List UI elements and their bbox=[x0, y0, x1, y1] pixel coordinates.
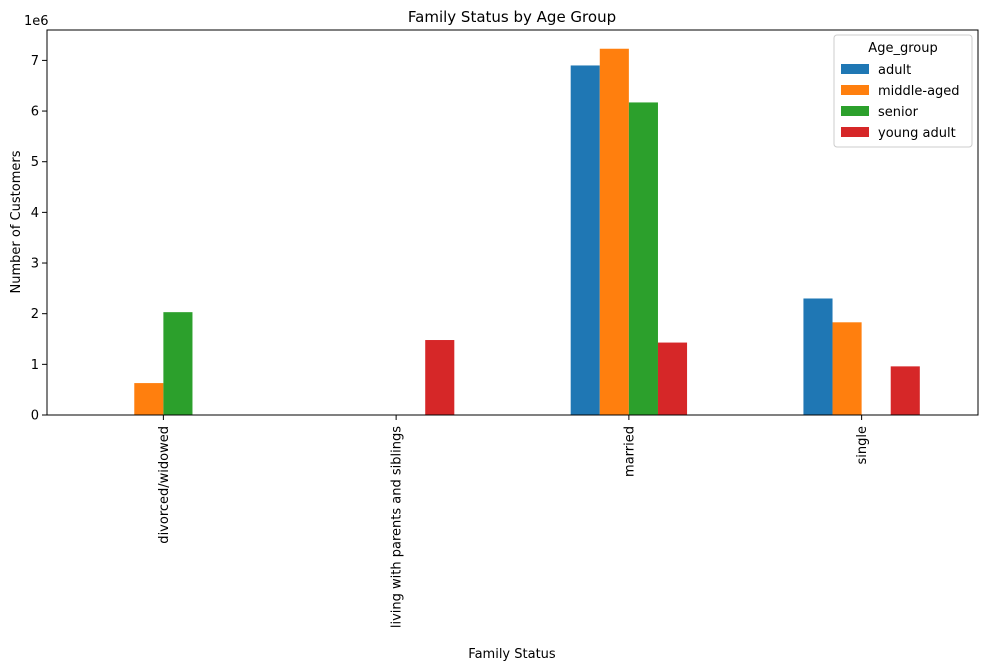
y-tick-label: 5 bbox=[31, 155, 39, 170]
legend-entry: young adult bbox=[878, 126, 956, 141]
plot-frame bbox=[46, 29, 979, 416]
bar-middle-aged-0 bbox=[134, 383, 164, 415]
y-tick-label: 0 bbox=[31, 409, 39, 424]
bars-layer bbox=[134, 48, 920, 416]
y-tick-label: 1 bbox=[31, 358, 39, 373]
legend-swatch bbox=[841, 106, 869, 116]
bar-young-adult-3 bbox=[890, 366, 920, 415]
bar-middle-aged-3 bbox=[832, 322, 862, 415]
y-tick-label: 2 bbox=[31, 307, 39, 322]
legend-swatch bbox=[841, 64, 869, 74]
legend-entry: middle-aged bbox=[878, 84, 960, 99]
y-tick-label: 3 bbox=[31, 257, 39, 272]
legend-box bbox=[833, 34, 973, 148]
bar-adult-3 bbox=[803, 298, 833, 415]
bar-senior-0 bbox=[163, 312, 193, 415]
legend-swatch bbox=[841, 127, 869, 137]
x-tick-label: single bbox=[855, 426, 870, 465]
bar-adult-2 bbox=[570, 65, 600, 416]
legend-entry: senior bbox=[878, 105, 919, 120]
x-axis: divorced/widowed living with parents and … bbox=[157, 415, 870, 628]
y-offset-label: 1e6 bbox=[24, 14, 49, 29]
x-tick-label: married bbox=[622, 426, 637, 477]
legend-entry: adult bbox=[878, 63, 911, 78]
chart-title: Family Status by Age Group bbox=[408, 8, 616, 26]
bar-middle-aged-2 bbox=[599, 48, 629, 416]
x-tick-label: living with parents and siblings bbox=[390, 426, 405, 628]
y-axis-label: Number of Customers bbox=[9, 150, 24, 293]
y-axis: 0 1 2 3 4 5 6 7 bbox=[31, 54, 47, 424]
legend-title: Age_group bbox=[868, 41, 937, 56]
y-tick-label: 4 bbox=[31, 206, 39, 221]
x-axis-label: Family Status bbox=[468, 647, 556, 662]
legend-swatch bbox=[841, 85, 869, 95]
y-tick-label: 6 bbox=[31, 105, 39, 120]
x-tick-label: divorced/widowed bbox=[157, 426, 172, 544]
bar-senior-2 bbox=[628, 102, 658, 415]
y-tick-label: 7 bbox=[31, 54, 39, 69]
bar-young-adult-2 bbox=[657, 342, 688, 415]
bar-young-adult-1 bbox=[425, 340, 455, 415]
